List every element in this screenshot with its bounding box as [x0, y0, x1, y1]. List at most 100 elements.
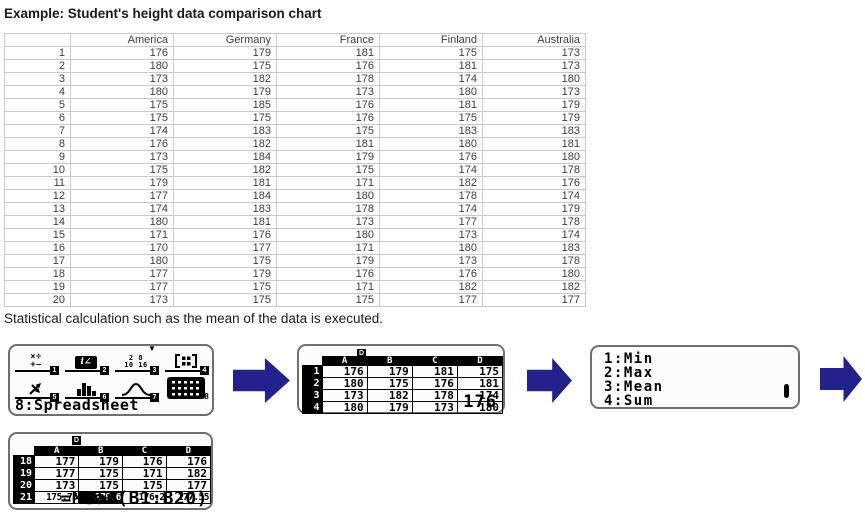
menu-item-number: 7 — [150, 393, 159, 402]
cell: 13 — [4, 202, 71, 216]
cell: 173 — [70, 293, 174, 307]
cell: 176 — [482, 176, 586, 190]
cell: 181 — [276, 46, 380, 60]
sheet-row-header: 18 — [12, 455, 36, 468]
cell: 182 — [173, 72, 277, 86]
sheet-cell: 180 — [321, 377, 368, 390]
menu-item-number: 3 — [150, 366, 159, 375]
sheet-row-header: 3 — [302, 389, 323, 402]
cell: 175 — [173, 280, 277, 294]
cell: 182 — [379, 280, 483, 294]
sheet-row: 18 177 179 176 176 — [12, 455, 212, 468]
cell: 175 — [70, 163, 174, 177]
menu-item-statistics: 6 — [63, 377, 112, 402]
cell: 178 — [276, 72, 380, 86]
heights-table: America Germany France Finland Australia 1 17… — [4, 33, 586, 307]
cell: 181 — [379, 98, 483, 112]
table-row: 7 174 183 175 183 183 — [4, 124, 586, 138]
cell: 173 — [379, 228, 483, 242]
cell: 184 — [173, 150, 277, 164]
cell: 15 — [4, 228, 71, 242]
sheet-row-header: 4 — [302, 401, 323, 414]
table-row: 16 170 177 171 180 183 — [4, 241, 586, 255]
cell: 173 — [482, 46, 586, 60]
table-row: 9 173 184 179 176 180 — [4, 150, 586, 164]
cell: 182 — [379, 176, 483, 190]
sheet-cell: 179 — [78, 455, 124, 468]
sheet-cell: 177 — [34, 455, 80, 468]
cell: 182 — [173, 163, 277, 177]
table-row: 6 175 175 176 175 179 — [4, 111, 586, 125]
icon-glyph: +− — [30, 360, 42, 370]
calc-sheet-grid: A B C D 1 176 179 181 175 2 180 175 176 181 3 173 182 178… — [302, 356, 504, 414]
cell: 170 — [70, 241, 174, 255]
cell: 179 — [276, 254, 380, 268]
cell: 178 — [482, 215, 586, 229]
sheet-cell: 176 — [411, 377, 458, 390]
icon-glyph: i∠ — [80, 357, 92, 367]
matrix-icon — [165, 350, 207, 372]
sheet-cell: 176 — [165, 455, 212, 468]
sheet-cell: 179 — [366, 401, 413, 414]
cell: 182 — [173, 137, 277, 151]
sheet-cell: 180 — [321, 401, 368, 414]
sheet-cell: 179.6 — [78, 491, 124, 504]
sheet-cell: 173 — [411, 401, 458, 414]
caption-text: Statistical calculation such as the mean… — [4, 311, 383, 326]
stat-menu-item-mean: 3:Mean — [604, 379, 664, 395]
calculator-spreadsheet-screen-1: D A B C D 1 176 179 181 175 2 180 175 176 181 3 173 182 1… — [297, 344, 505, 414]
menu-item-number: 6 — [100, 393, 109, 402]
cell: 176 — [276, 98, 380, 112]
flow-arrow — [527, 358, 572, 403]
sheet-cell: 179 — [366, 365, 413, 378]
menu-item-number: 4 — [200, 366, 209, 375]
cursor-indicator — [784, 384, 789, 398]
cell: 179 — [70, 176, 174, 190]
icon-glyph: 10 16 — [124, 361, 148, 369]
menu-item-complex: i∠ 2 — [63, 350, 112, 375]
cell: 180 — [379, 137, 483, 151]
column-header — [4, 33, 71, 47]
sheet-cell: 182 — [165, 467, 212, 480]
cell: 174 — [482, 189, 586, 203]
cell: 175 — [276, 293, 380, 307]
cell: 178 — [379, 189, 483, 203]
cell: 175 — [70, 98, 174, 112]
cell: 174 — [70, 202, 174, 216]
sheet-row: 19 177 175 171 182 — [12, 467, 212, 480]
table-row: 1 176 179 181 175 173 — [4, 46, 586, 60]
stat-menu-item-min: 1:Min — [604, 351, 654, 367]
calculator-spreadsheet-screen-2: D A B C D 18 177 179 176 176 19 177 175 171 182 20 173 1… — [8, 432, 213, 510]
sheet-cell: 173 — [34, 479, 80, 492]
cell: 183 — [173, 124, 277, 138]
cell: 179 — [482, 202, 586, 216]
cell: 3 — [4, 72, 71, 86]
cell: 173 — [276, 85, 380, 99]
cell: 11 — [4, 176, 71, 190]
cell: 4 — [4, 85, 71, 99]
cell: 171 — [276, 241, 380, 255]
calc-sheet-grid: A B C D 18 177 179 176 176 19 177 175 171 182 20 173 175… — [12, 446, 212, 504]
sheet-cell: 181 — [411, 365, 458, 378]
vector-icon — [15, 377, 57, 399]
menu-selection-label: 8:Spreadsheet — [15, 396, 139, 414]
cell: 180 — [70, 215, 174, 229]
menu-item-number: 1 — [50, 366, 59, 375]
cell: 17 — [4, 254, 71, 268]
icon-glyph: ×÷ — [30, 352, 42, 362]
table-row: 12 177 184 180 178 174 — [4, 189, 586, 203]
table-row: 20 173 175 175 177 177 — [4, 293, 586, 307]
cell: 180 — [482, 150, 586, 164]
sheet-row-header: 20 — [12, 479, 36, 492]
calculator-stat-menu-screen: 1:Min 2:Max 3:Mean 4:Sum — [590, 345, 800, 409]
menu-item-distribution: 7 — [113, 377, 162, 402]
sheet-cell: 174 — [456, 389, 504, 402]
table-row: 11 179 181 171 182 176 — [4, 176, 586, 190]
cell: 179 — [173, 46, 277, 60]
cell: 178 — [482, 254, 586, 268]
table-row: 4 180 179 173 180 173 — [4, 85, 586, 99]
sheet-row: 2 180 175 176 181 — [302, 377, 504, 390]
table-row: 18 177 179 176 176 180 — [4, 267, 586, 281]
sheet-cell: 182 — [366, 389, 413, 402]
cell: 175 — [276, 163, 380, 177]
